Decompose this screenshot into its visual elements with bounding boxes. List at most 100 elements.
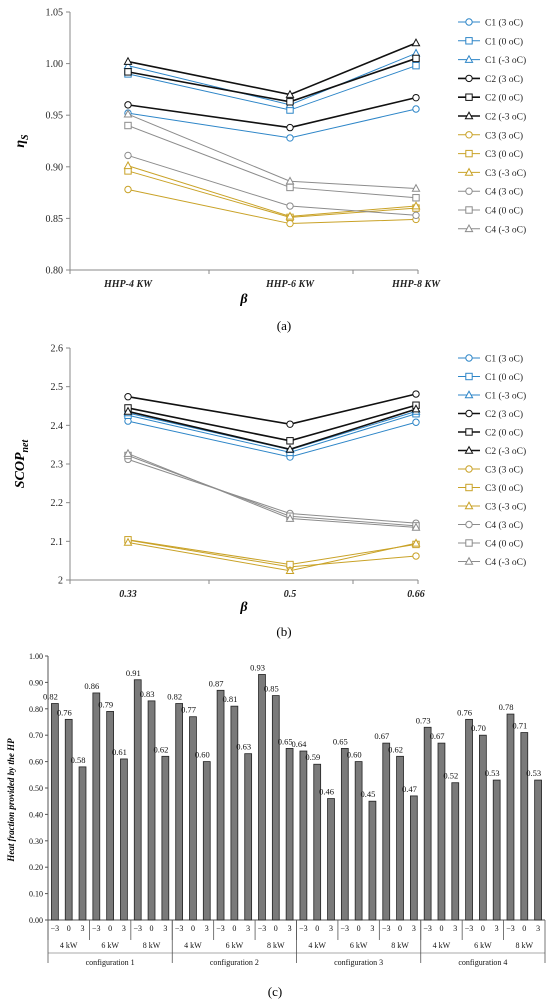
legend-label: C2 (3 oC) xyxy=(485,74,523,85)
legend-label: C3 (-3 oC) xyxy=(485,168,526,179)
legend-marker xyxy=(464,167,474,176)
bar xyxy=(437,742,446,921)
x-tick-label: 3 xyxy=(412,924,416,933)
data-label: 0.83 xyxy=(140,689,155,699)
data-point xyxy=(124,185,132,194)
legend-marker xyxy=(464,501,474,510)
config-label: configuration 1 xyxy=(86,958,135,967)
x-tick-label: 0 xyxy=(315,924,319,933)
x-tick-label: 0 xyxy=(67,924,71,933)
series-line xyxy=(127,96,417,129)
x-tick-label: 0 xyxy=(357,924,361,933)
x-tick-label: 0 xyxy=(108,924,112,933)
bar xyxy=(506,713,515,921)
panel-label: (b) xyxy=(276,624,291,639)
data-label: 0.79 xyxy=(98,699,113,709)
data-point xyxy=(285,565,295,575)
series-line xyxy=(127,453,417,528)
legend-marker xyxy=(465,93,473,101)
data-label: 0.63 xyxy=(236,742,251,752)
data-label: 0.61 xyxy=(112,747,127,757)
data-point xyxy=(412,93,420,102)
group-label: 4 kW xyxy=(433,941,451,950)
data-label: 0.46 xyxy=(319,787,334,797)
legend-marker xyxy=(465,149,473,158)
series-line xyxy=(127,108,417,139)
legend-marker xyxy=(464,556,474,565)
legend-marker xyxy=(464,111,474,120)
y-tick-label: 2.1 xyxy=(51,537,64,548)
data-label: 0.78 xyxy=(499,702,514,712)
x-tick-label: HHP-4 KW xyxy=(103,279,153,290)
legend-marker xyxy=(464,390,474,399)
data-label: 0.59 xyxy=(305,752,320,762)
x-tick-label: −3 xyxy=(133,924,142,933)
bar xyxy=(271,695,280,921)
group-label: 4 kW xyxy=(184,941,202,950)
bar xyxy=(78,766,87,921)
bar xyxy=(340,748,349,921)
data-label: 0.85 xyxy=(264,684,279,694)
data-label: 0.93 xyxy=(250,662,265,672)
data-point xyxy=(286,202,294,210)
data-point xyxy=(412,54,420,63)
data-label: 0.47 xyxy=(402,784,417,794)
data-point xyxy=(286,134,294,142)
data-label: 0.60 xyxy=(195,750,210,760)
legend-marker xyxy=(464,223,474,233)
data-point xyxy=(124,121,132,130)
y-tick-label: 0.20 xyxy=(29,863,43,872)
data-point xyxy=(286,98,294,106)
bar xyxy=(133,679,142,921)
group-label: 8 kW xyxy=(143,941,161,950)
y-tick-label: 0.40 xyxy=(29,810,43,819)
legend-marker xyxy=(465,428,473,436)
legend-label: C4 (-3 oC) xyxy=(485,557,526,568)
legend-label: C1 (3 oC) xyxy=(485,18,523,29)
x-tick-label: −3 xyxy=(423,924,432,933)
y-tick-label: 0.00 xyxy=(29,916,43,925)
bar xyxy=(492,779,501,921)
x-tick-label: −3 xyxy=(92,924,101,933)
data-point xyxy=(286,123,294,132)
series-line xyxy=(127,57,417,103)
legend-label: C3 (3 oC) xyxy=(485,465,523,476)
data-point xyxy=(412,105,420,113)
legend-marker xyxy=(465,74,473,83)
legend-marker xyxy=(465,206,473,214)
bar xyxy=(120,758,128,921)
y-tick-label: 1.05 xyxy=(46,8,64,19)
legend-label: C1 (0 oC) xyxy=(485,36,523,47)
y-tick-label: 2.4 xyxy=(51,421,64,432)
bar xyxy=(313,763,322,921)
data-point xyxy=(285,444,295,453)
legend-label: C2 (-3 oC) xyxy=(485,446,526,457)
y-tick-label: 0.90 xyxy=(29,678,43,687)
legend-label: C4 (0 oC) xyxy=(485,539,523,550)
data-label: 0.82 xyxy=(43,692,58,702)
data-point xyxy=(285,89,295,98)
data-point xyxy=(411,522,421,531)
data-point xyxy=(285,513,295,522)
y-tick-label: 2.5 xyxy=(51,382,64,393)
group-label: 6 kW xyxy=(101,941,119,950)
y-axis-label-sub: S xyxy=(20,134,31,140)
data-label: 0.60 xyxy=(347,750,362,760)
group-label: 4 kW xyxy=(308,941,326,950)
data-label: 0.65 xyxy=(333,736,348,746)
data-point xyxy=(123,448,133,457)
bar xyxy=(244,753,253,921)
series-line xyxy=(127,42,417,96)
legend-label: C3 (0 oC) xyxy=(485,149,523,160)
legend-label: C1 (-3 oC) xyxy=(485,391,526,402)
data-label: 0.52 xyxy=(443,771,458,781)
y-tick-label: 0.50 xyxy=(29,784,43,793)
data-point xyxy=(286,219,294,228)
y-tick-label: 1.00 xyxy=(29,652,43,661)
series-line xyxy=(127,458,417,524)
x-tick-label: HHP-6 KW xyxy=(265,279,315,290)
data-point xyxy=(412,61,420,70)
x-tick-label: 3 xyxy=(122,924,126,933)
x-tick-label: −3 xyxy=(341,924,350,933)
chart-c: 0.00 0.10 0.20 0.30 0.40 0.50 0.60 0.70 0.80 0.90… xyxy=(6,652,546,999)
